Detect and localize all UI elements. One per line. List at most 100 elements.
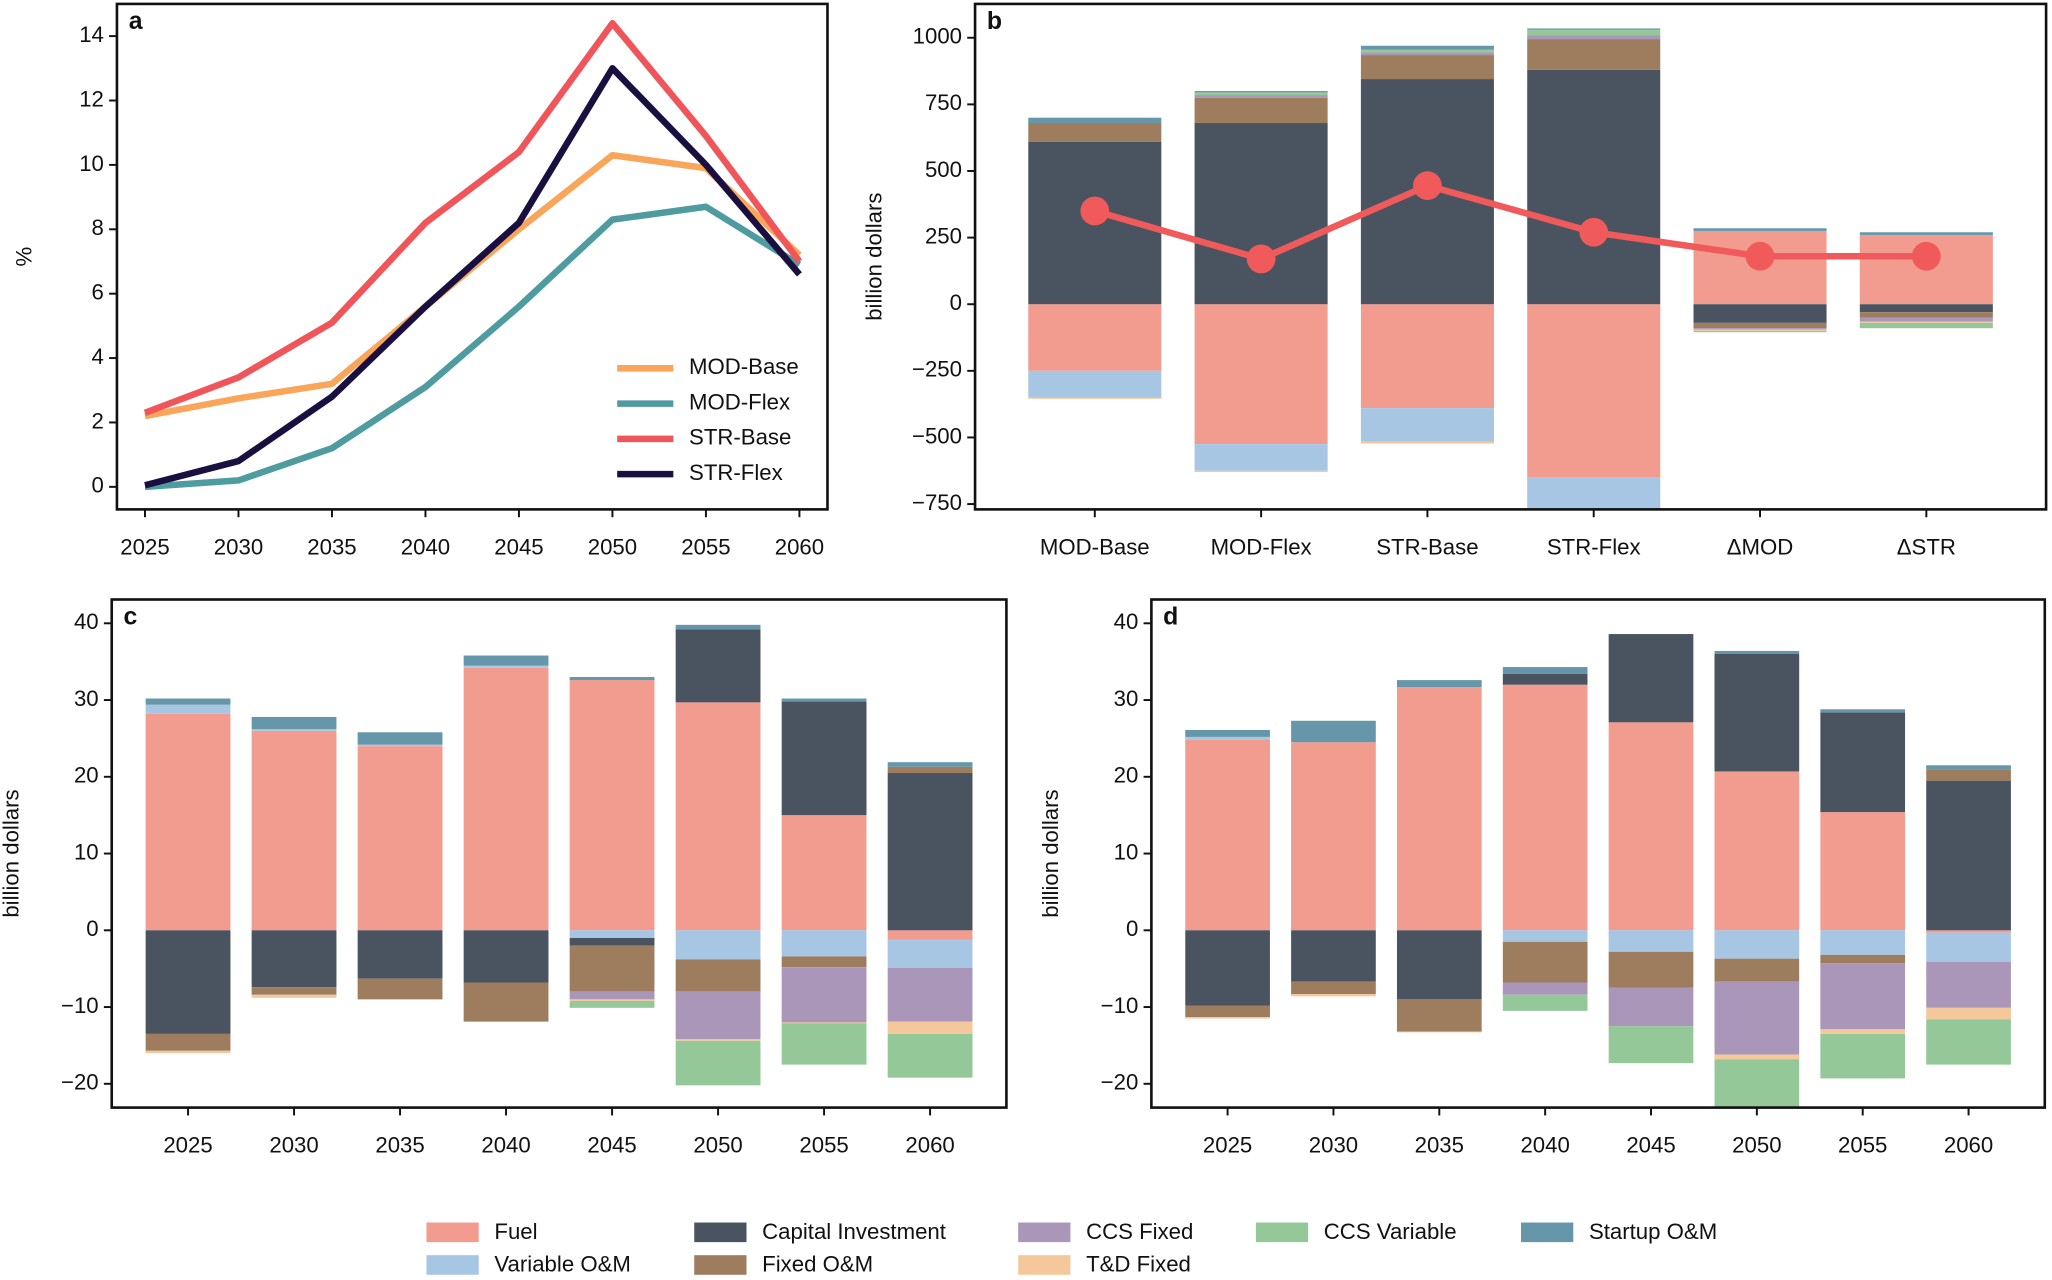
y-tick-label: 10 — [74, 839, 99, 864]
bar-segment — [675, 1039, 761, 1041]
bar-segment — [887, 1021, 973, 1034]
bar-segment — [1028, 304, 1162, 371]
legend-swatch — [1018, 1222, 1071, 1243]
bar-segment — [1028, 397, 1162, 399]
y-axis-label: billion dollars — [0, 789, 23, 917]
bar-segment — [781, 815, 867, 931]
y-tick-label: 0 — [86, 916, 98, 941]
y-tick-label: 6 — [92, 280, 104, 305]
bar-segment — [1820, 930, 1906, 955]
y-axis-label: billion dollars — [1038, 789, 1063, 917]
bar-segment — [357, 930, 443, 979]
x-tick-label: 2035 — [375, 1133, 424, 1158]
bar-segment — [675, 624, 761, 630]
bar-segment — [1820, 1029, 1906, 1034]
plot-area — [1185, 634, 2011, 1108]
y-tick-label: 8 — [92, 215, 104, 240]
bar-segment — [1028, 370, 1162, 398]
bar-segment — [1527, 304, 1661, 478]
bar-segment — [569, 937, 655, 946]
x-tick-label: STR-Base — [1376, 534, 1478, 559]
bar-segment — [887, 967, 973, 1022]
panel: 0 2 4 6 8 10 12 14% 2025 2030 2035 2040 2045 2050 2055… — [11, 2, 829, 559]
bar-segment — [887, 939, 973, 968]
y-tick-label: 30 — [74, 686, 99, 711]
bar-segment — [1926, 932, 2011, 962]
line — [144, 65, 802, 489]
bar-segment — [1820, 954, 1906, 964]
x-tick-label: MOD-Flex — [1211, 534, 1312, 559]
bar-segment — [251, 987, 337, 995]
bar-segment — [1926, 1019, 2011, 1065]
y-axis-label: % — [11, 247, 36, 267]
bar-segment — [1360, 441, 1494, 444]
bar-segment — [1291, 742, 1376, 931]
bar-segment — [1926, 1007, 2011, 1020]
bar-segment — [463, 982, 549, 1022]
legend-entry: Capital Investment — [694, 1219, 946, 1244]
x-tick-label: ΔMOD — [1727, 534, 1794, 559]
x-tick-label: 2040 — [1520, 1133, 1569, 1158]
bar-segment — [1360, 408, 1494, 442]
legend-entry: CCS Fixed — [1018, 1219, 1193, 1244]
line-marker — [1745, 241, 1775, 271]
bar-segment — [1194, 91, 1328, 93]
bar-segment — [1608, 930, 1694, 952]
y-tick-label: −250 — [912, 357, 962, 382]
legend-label: STR-Flex — [689, 460, 783, 485]
bar-segment — [1693, 329, 1827, 331]
panel: −750 −500 −250 0 250 500 750 1000 billion dollar… — [862, 2, 2048, 559]
x-tick-label: 2050 — [1732, 1133, 1781, 1158]
x-tick-label: 2050 — [588, 534, 637, 559]
y-tick-label: 10 — [79, 151, 104, 176]
x-tick-label: 2035 — [1415, 1133, 1464, 1158]
line-marker — [1080, 196, 1110, 226]
bar-segment — [1502, 930, 1588, 942]
y-tick-label: −750 — [912, 490, 962, 515]
bar-segment — [1693, 228, 1827, 231]
y-tick-label: −20 — [1101, 1070, 1139, 1095]
bar-segment — [1693, 328, 1827, 330]
panel-label: b — [987, 8, 1002, 35]
x-tick-label: STR-Flex — [1547, 534, 1641, 559]
bar-segment — [675, 1040, 761, 1086]
legend-entry: Fixed O&M — [694, 1251, 873, 1276]
bar-segment — [1714, 650, 1800, 655]
legend-label: STR-Base — [689, 425, 791, 450]
bar-segment — [1396, 687, 1482, 931]
bar-segment — [1502, 982, 1588, 995]
legend-swatch — [1255, 1222, 1309, 1243]
bar-segment — [1693, 322, 1827, 329]
y-tick-label: 20 — [1114, 763, 1139, 788]
bar-segment — [251, 930, 337, 988]
y-tick-label: 20 — [74, 763, 99, 788]
bar-segment — [1693, 330, 1827, 333]
bar-segment — [1502, 994, 1588, 1011]
x-tick-label: 2055 — [681, 534, 730, 559]
x-tick-label: 2060 — [775, 534, 824, 559]
bar-segment — [675, 991, 761, 1040]
bar-segment — [1820, 709, 1906, 713]
bar-segment — [1185, 729, 1270, 737]
bar-segment — [569, 930, 655, 938]
y-tick-label: 1000 — [913, 24, 962, 49]
bar-segment — [463, 930, 549, 983]
bar-segment — [251, 716, 337, 730]
plot-area — [145, 624, 973, 1086]
line — [1093, 182, 1927, 263]
y-tick-label: 40 — [74, 609, 99, 634]
bar-segment — [1714, 958, 1800, 982]
bar-segment — [1185, 736, 1270, 740]
bar-segment — [1926, 769, 2011, 781]
x-tick-label: 2030 — [214, 534, 263, 559]
y-tick-label: 14 — [79, 22, 104, 47]
bar-segment — [1028, 117, 1162, 124]
x-tick-label: 2055 — [799, 1133, 848, 1158]
bar-segment — [675, 930, 761, 960]
bar-segment — [1291, 981, 1376, 995]
bar-segment — [1291, 720, 1376, 743]
bar-segment — [1714, 1059, 1800, 1108]
legend-label: Startup O&M — [1589, 1219, 1717, 1244]
